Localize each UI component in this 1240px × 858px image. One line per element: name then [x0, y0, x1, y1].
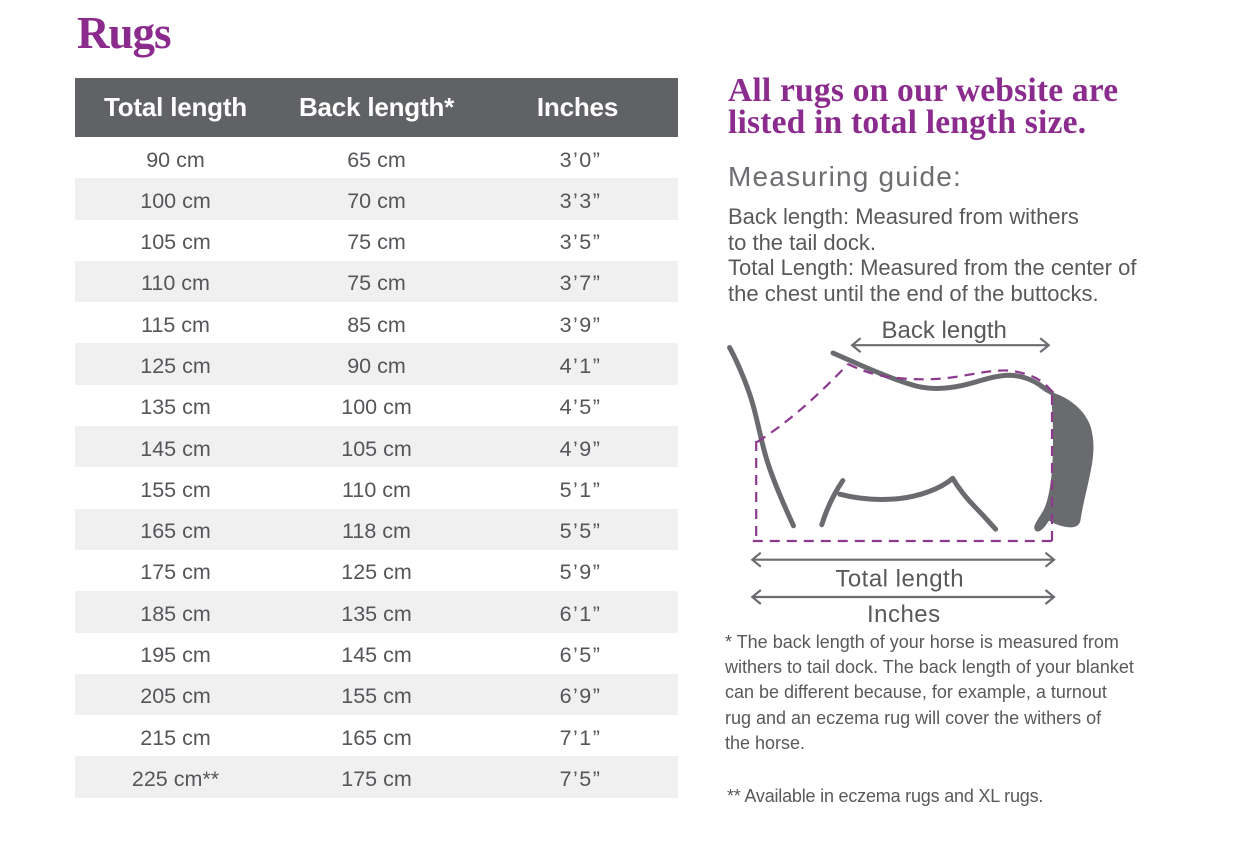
- svg-text:Total length: Total length: [835, 566, 964, 593]
- svg-text:Inches: Inches: [867, 601, 941, 628]
- svg-text:Back length: Back length: [881, 317, 1006, 344]
